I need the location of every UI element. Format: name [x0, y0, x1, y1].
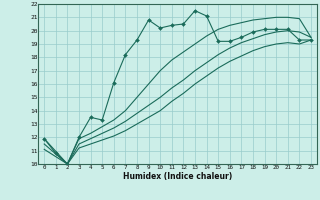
X-axis label: Humidex (Indice chaleur): Humidex (Indice chaleur) — [123, 172, 232, 181]
